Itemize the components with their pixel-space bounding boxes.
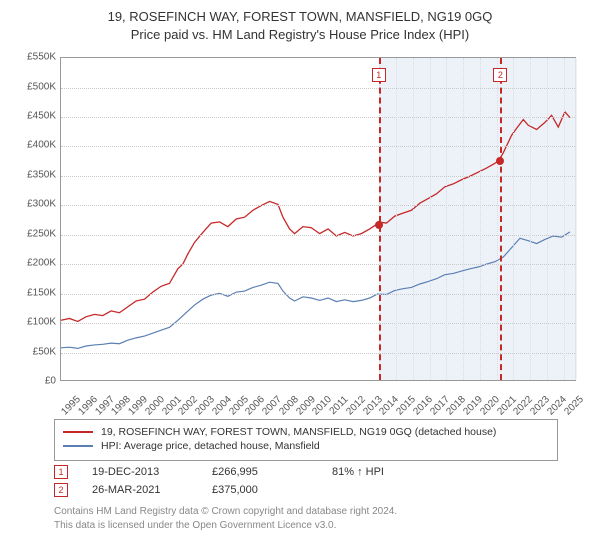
legend-item: HPI: Average price, detached house, Mans… xyxy=(63,440,549,452)
annotation-date: 19-DEC-2013 xyxy=(92,466,212,478)
ytick-label: £400K xyxy=(16,140,56,151)
plot-region: 12 xyxy=(60,57,576,381)
ytick-label: £150K xyxy=(16,287,56,298)
shade-year-separator xyxy=(430,58,431,380)
series-hpi xyxy=(61,232,570,348)
shade-year-separator xyxy=(396,58,397,380)
shade-year-separator xyxy=(530,58,531,380)
footer-line1: Contains HM Land Registry data © Crown c… xyxy=(54,505,558,519)
shade-year-separator xyxy=(413,58,414,380)
gridline-h xyxy=(61,264,575,265)
event-flag-1: 1 xyxy=(372,68,386,82)
event-flag-2: 2 xyxy=(493,68,507,82)
legend-label: HPI: Average price, detached house, Mans… xyxy=(101,440,320,452)
annotation-pct: 81% ↑ HPI xyxy=(332,466,412,478)
gridline-h xyxy=(61,235,575,236)
line-layer xyxy=(61,58,575,380)
legend-swatch xyxy=(63,431,93,433)
event-vline xyxy=(379,58,381,380)
annotations-block: 1 19-DEC-2013£266,99581% ↑ HPI 2 26-MAR-202… xyxy=(6,465,594,497)
legend-item: 19, ROSEFINCH WAY, FOREST TOWN, MANSFIEL… xyxy=(63,426,549,438)
legend: 19, ROSEFINCH WAY, FOREST TOWN, MANSFIEL… xyxy=(54,419,558,461)
gridline-h xyxy=(61,205,575,206)
shade-year-separator xyxy=(497,58,498,380)
ytick-label: £0 xyxy=(16,376,56,387)
shade-year-separator xyxy=(513,58,514,380)
gridline-h xyxy=(61,146,575,147)
chart-area: 12 £0£50K£100K£150K£200K£250K£300K£350K£… xyxy=(16,49,584,409)
title-line2: Price paid vs. HM Land Registry's House … xyxy=(6,26,594,44)
ytick-label: £100K xyxy=(16,317,56,328)
chart-title: 19, ROSEFINCH WAY, FOREST TOWN, MANSFIEL… xyxy=(6,8,594,43)
shade-year-separator xyxy=(480,58,481,380)
annotation-price: £266,995 xyxy=(212,466,332,478)
event-marker-1 xyxy=(375,221,383,229)
event-vline xyxy=(500,58,502,380)
ytick-label: £500K xyxy=(16,81,56,92)
event-marker-2 xyxy=(496,157,504,165)
ytick-label: £200K xyxy=(16,258,56,269)
gridline-h xyxy=(61,323,575,324)
shade-year-separator xyxy=(463,58,464,380)
footer-line2: This data is licensed under the Open Gov… xyxy=(54,519,558,533)
annotation-flag: 1 xyxy=(54,465,68,479)
footer-credits: Contains HM Land Registry data © Crown c… xyxy=(54,505,558,532)
ytick-label: £350K xyxy=(16,169,56,180)
annotation-flag: 2 xyxy=(54,483,68,497)
legend-swatch xyxy=(63,445,93,447)
shade-year-separator xyxy=(446,58,447,380)
title-line1: 19, ROSEFINCH WAY, FOREST TOWN, MANSFIEL… xyxy=(6,8,594,26)
gridline-h xyxy=(61,294,575,295)
annotation-row: 2 26-MAR-2021£375,000 xyxy=(54,483,558,497)
shade-year-separator xyxy=(564,58,565,380)
shade-year-separator xyxy=(547,58,548,380)
gridline-h xyxy=(61,88,575,89)
gridline-h xyxy=(61,176,575,177)
annotation-date: 26-MAR-2021 xyxy=(92,484,212,496)
gridline-h xyxy=(61,353,575,354)
legend-label: 19, ROSEFINCH WAY, FOREST TOWN, MANSFIEL… xyxy=(101,426,496,438)
ytick-label: £50K xyxy=(16,346,56,357)
ytick-label: £250K xyxy=(16,228,56,239)
ytick-label: £450K xyxy=(16,111,56,122)
annotation-row: 1 19-DEC-2013£266,99581% ↑ HPI xyxy=(54,465,558,479)
annotation-price: £375,000 xyxy=(212,484,332,496)
ytick-label: £550K xyxy=(16,52,56,63)
gridline-h xyxy=(61,117,575,118)
ytick-label: £300K xyxy=(16,199,56,210)
series-subject xyxy=(61,112,570,322)
